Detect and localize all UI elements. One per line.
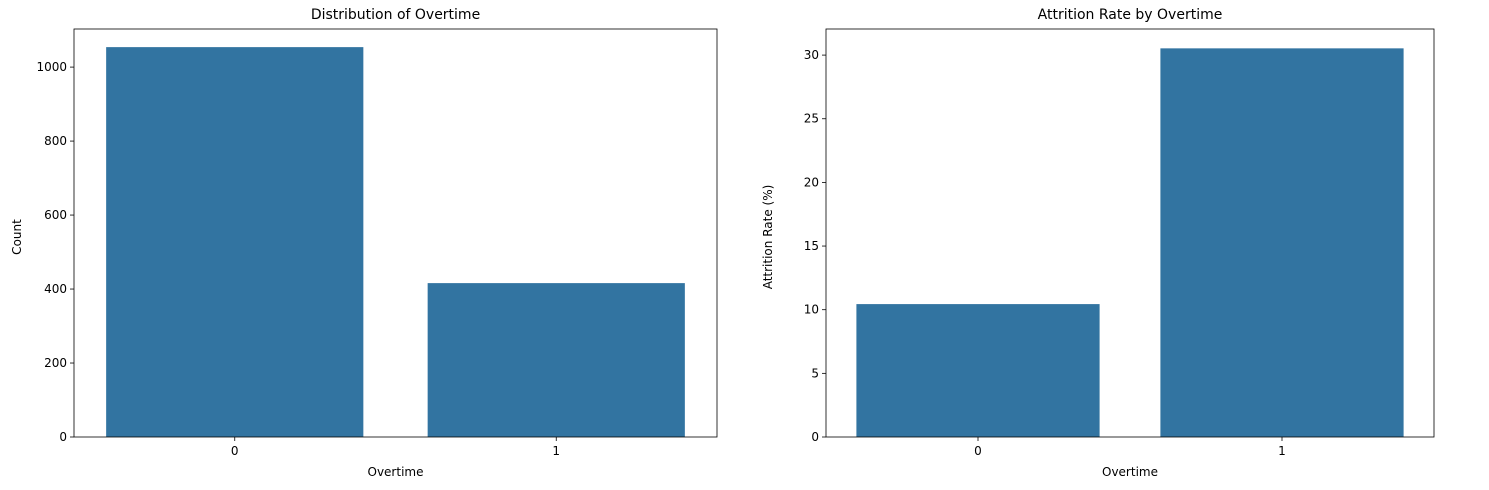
- y-tick-label: 1000: [36, 60, 67, 74]
- y-tick-label: 25: [804, 112, 819, 126]
- bar-0: [856, 304, 1100, 437]
- x-tick-label: 0: [974, 444, 982, 458]
- y-tick-label: 800: [44, 134, 67, 148]
- y-tick-label: 0: [59, 430, 67, 444]
- y-tick-label: 20: [804, 175, 819, 189]
- bar-1: [427, 283, 685, 437]
- y-axis-label: Count: [10, 219, 24, 255]
- plot-frame: [73, 28, 718, 438]
- attrition-rate-chart: Attrition Rate by Overtime Overtime Attr…: [761, 7, 1435, 479]
- bar-1: [1160, 48, 1404, 438]
- x-tick-label: 1: [1278, 444, 1286, 458]
- y-tick-label: 200: [44, 356, 67, 370]
- y-tick-label: 10: [804, 303, 819, 317]
- y-tick-label: 400: [44, 282, 67, 296]
- y-tick-label: 600: [44, 208, 67, 222]
- x-axis-label: Overtime: [368, 465, 424, 479]
- y-tick-label: 15: [804, 239, 819, 253]
- y-tick-label: 30: [804, 48, 819, 62]
- x-tick-label: 0: [231, 444, 239, 458]
- y-tick-label: 0: [811, 430, 819, 444]
- bar-0: [106, 47, 364, 437]
- x-tick-label: 1: [552, 444, 560, 458]
- y-axis-label: Attrition Rate (%): [761, 185, 775, 290]
- overtime-distribution-chart: Distribution of Overtime Overtime Count …: [10, 7, 718, 479]
- chart-title: Attrition Rate by Overtime: [1038, 7, 1223, 23]
- x-axis-label: Overtime: [1102, 465, 1158, 479]
- plot-frame: [825, 28, 1435, 438]
- y-tick-label: 5: [811, 366, 819, 380]
- chart-title: Distribution of Overtime: [311, 7, 480, 23]
